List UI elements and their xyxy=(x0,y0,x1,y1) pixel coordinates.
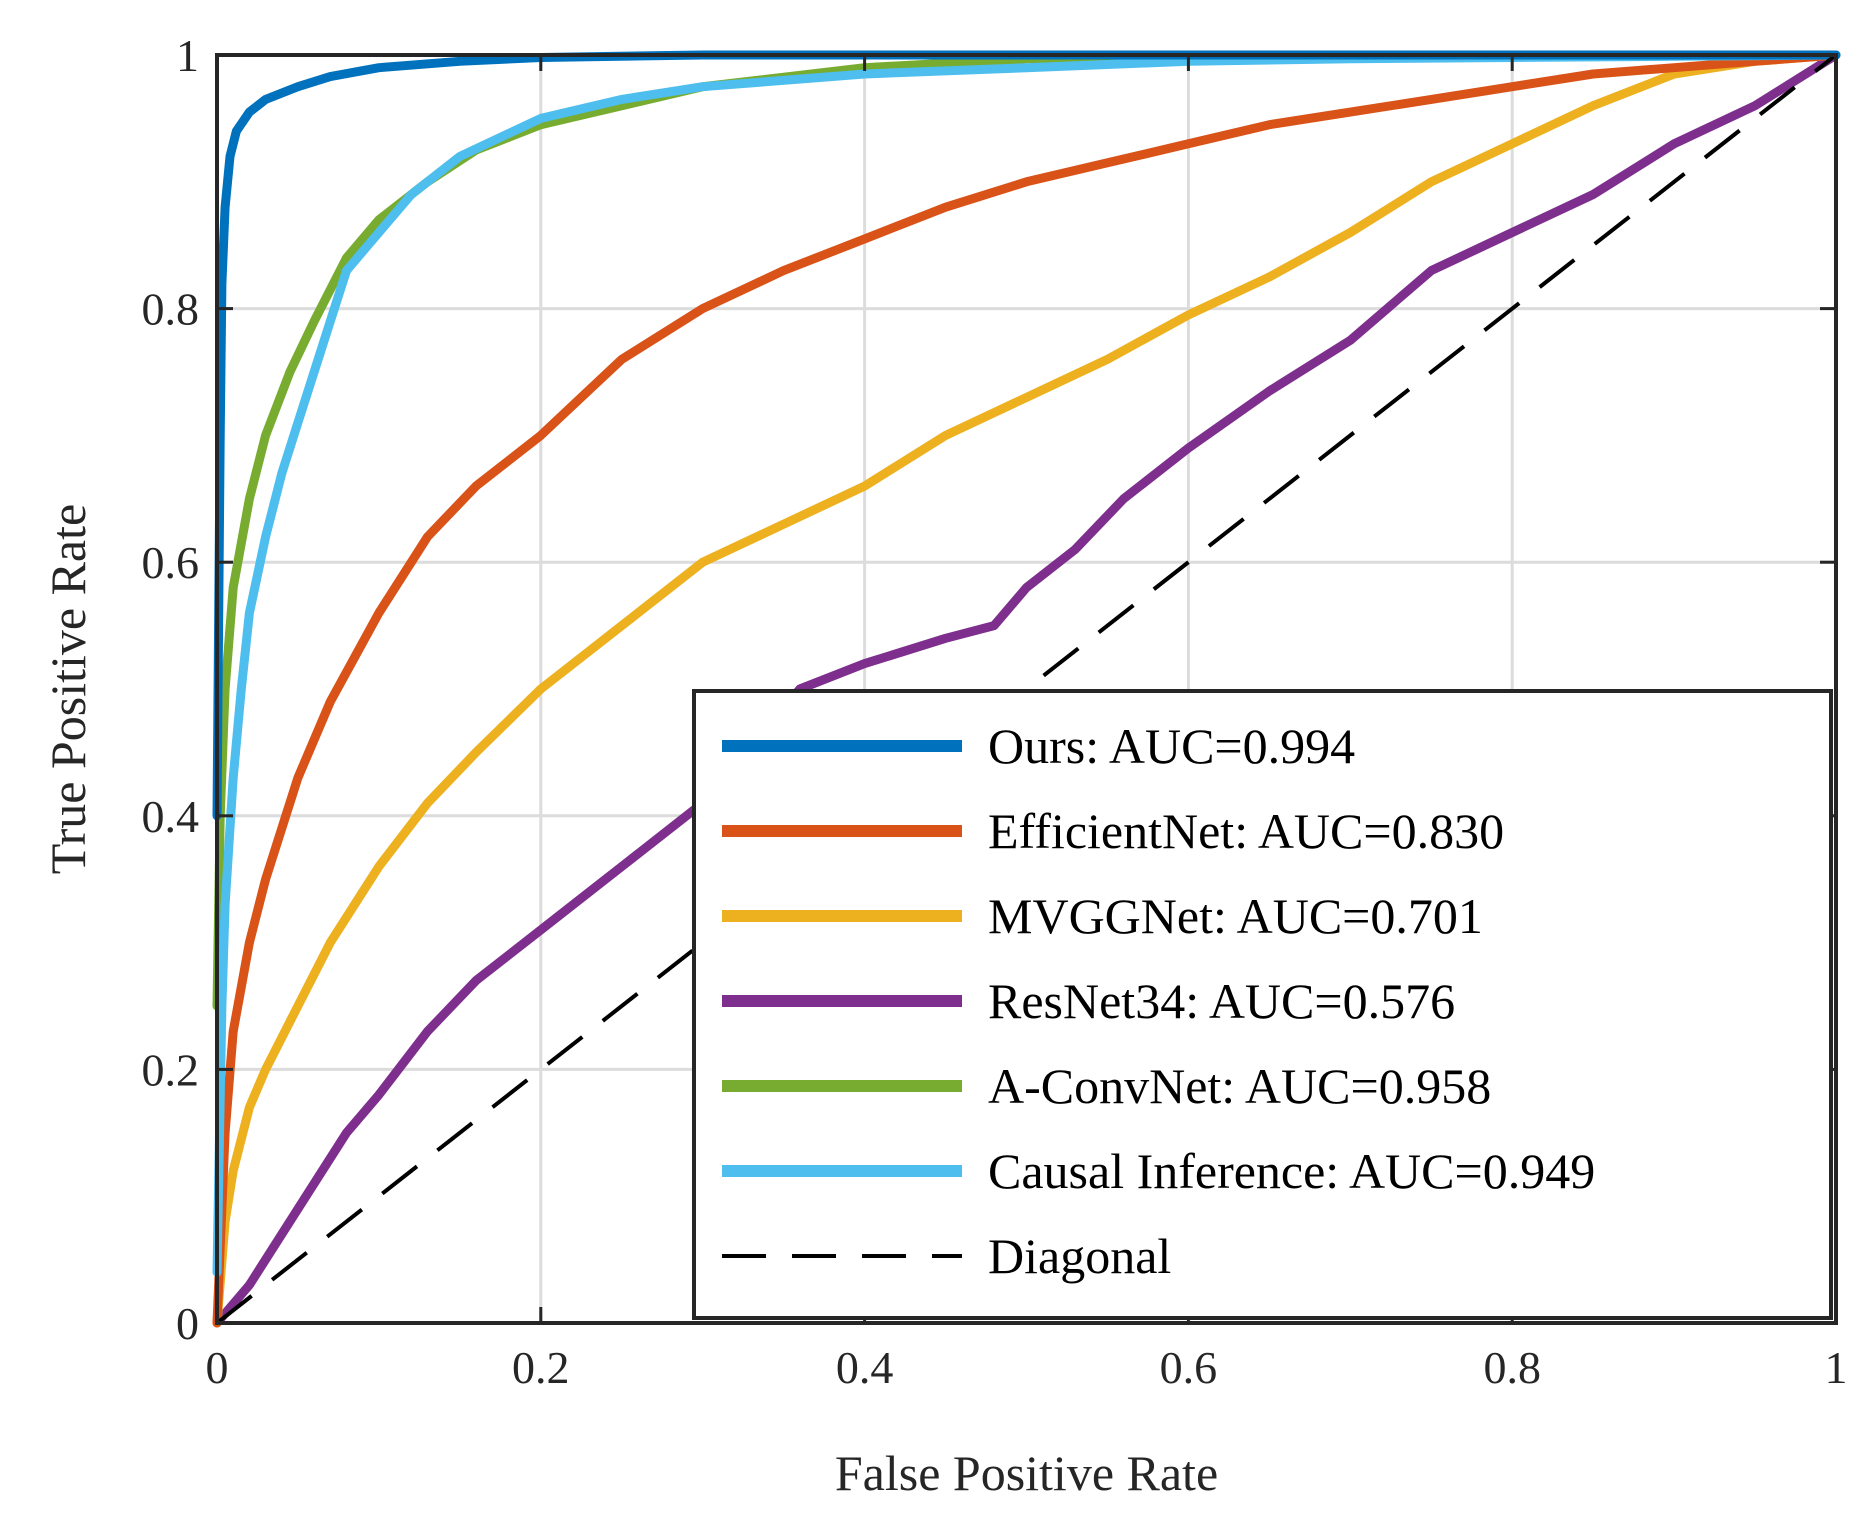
y-axis-label: True Positive Rate xyxy=(40,504,96,874)
x-tick-label-1: 0.2 xyxy=(512,1342,570,1393)
x-tick-label-0: 0 xyxy=(206,1342,229,1393)
legend-entry-5: Causal Inference: AUC=0.949 xyxy=(988,1143,1595,1199)
axis-ticks: 0 0.2 0.4 0.6 0.8 1 0 0.2 0.4 0.6 0.8 1 xyxy=(142,30,1848,1393)
legend-entry-2: MVGGNet: AUC=0.701 xyxy=(988,888,1483,944)
series-line-2 xyxy=(212,50,1841,1328)
plot-frame xyxy=(215,53,1838,1325)
x-tick-label-2: 0.4 xyxy=(836,1342,894,1393)
y-tick-label-3: 0.6 xyxy=(142,537,200,588)
series-line-1 xyxy=(212,50,1841,1328)
legend: Ours: AUC=0.994 EfficientNet: AUC=0.830 MV… xyxy=(692,689,1833,1320)
legend-entry-4: A-ConvNet: AUC=0.958 xyxy=(988,1058,1491,1114)
legend-entry-0: Ours: AUC=0.994 xyxy=(988,718,1355,774)
legend-entry-3: ResNet34: AUC=0.576 xyxy=(988,973,1455,1029)
x-tick-label-4: 0.8 xyxy=(1483,1342,1541,1393)
y-tick-label-5: 1 xyxy=(176,30,199,81)
legend-entry-1: EfficientNet: AUC=0.830 xyxy=(988,803,1504,859)
x-axis-label: False Positive Rate xyxy=(835,1445,1218,1501)
legend-entry-6: Diagonal xyxy=(988,1228,1171,1284)
series-lines xyxy=(212,50,1841,1328)
series-line-3 xyxy=(212,50,1841,1328)
series-line-5 xyxy=(212,50,1841,1277)
x-tick-label-3: 0.6 xyxy=(1160,1342,1218,1393)
y-tick-label-0: 0 xyxy=(176,1298,199,1349)
series-line-6 xyxy=(215,53,1838,1325)
y-tick-label-4: 0.8 xyxy=(142,284,200,335)
x-tick-label-5: 1 xyxy=(1825,1342,1848,1393)
y-tick-label-1: 0.2 xyxy=(142,1044,200,1095)
y-tick-label-2: 0.4 xyxy=(142,791,200,842)
